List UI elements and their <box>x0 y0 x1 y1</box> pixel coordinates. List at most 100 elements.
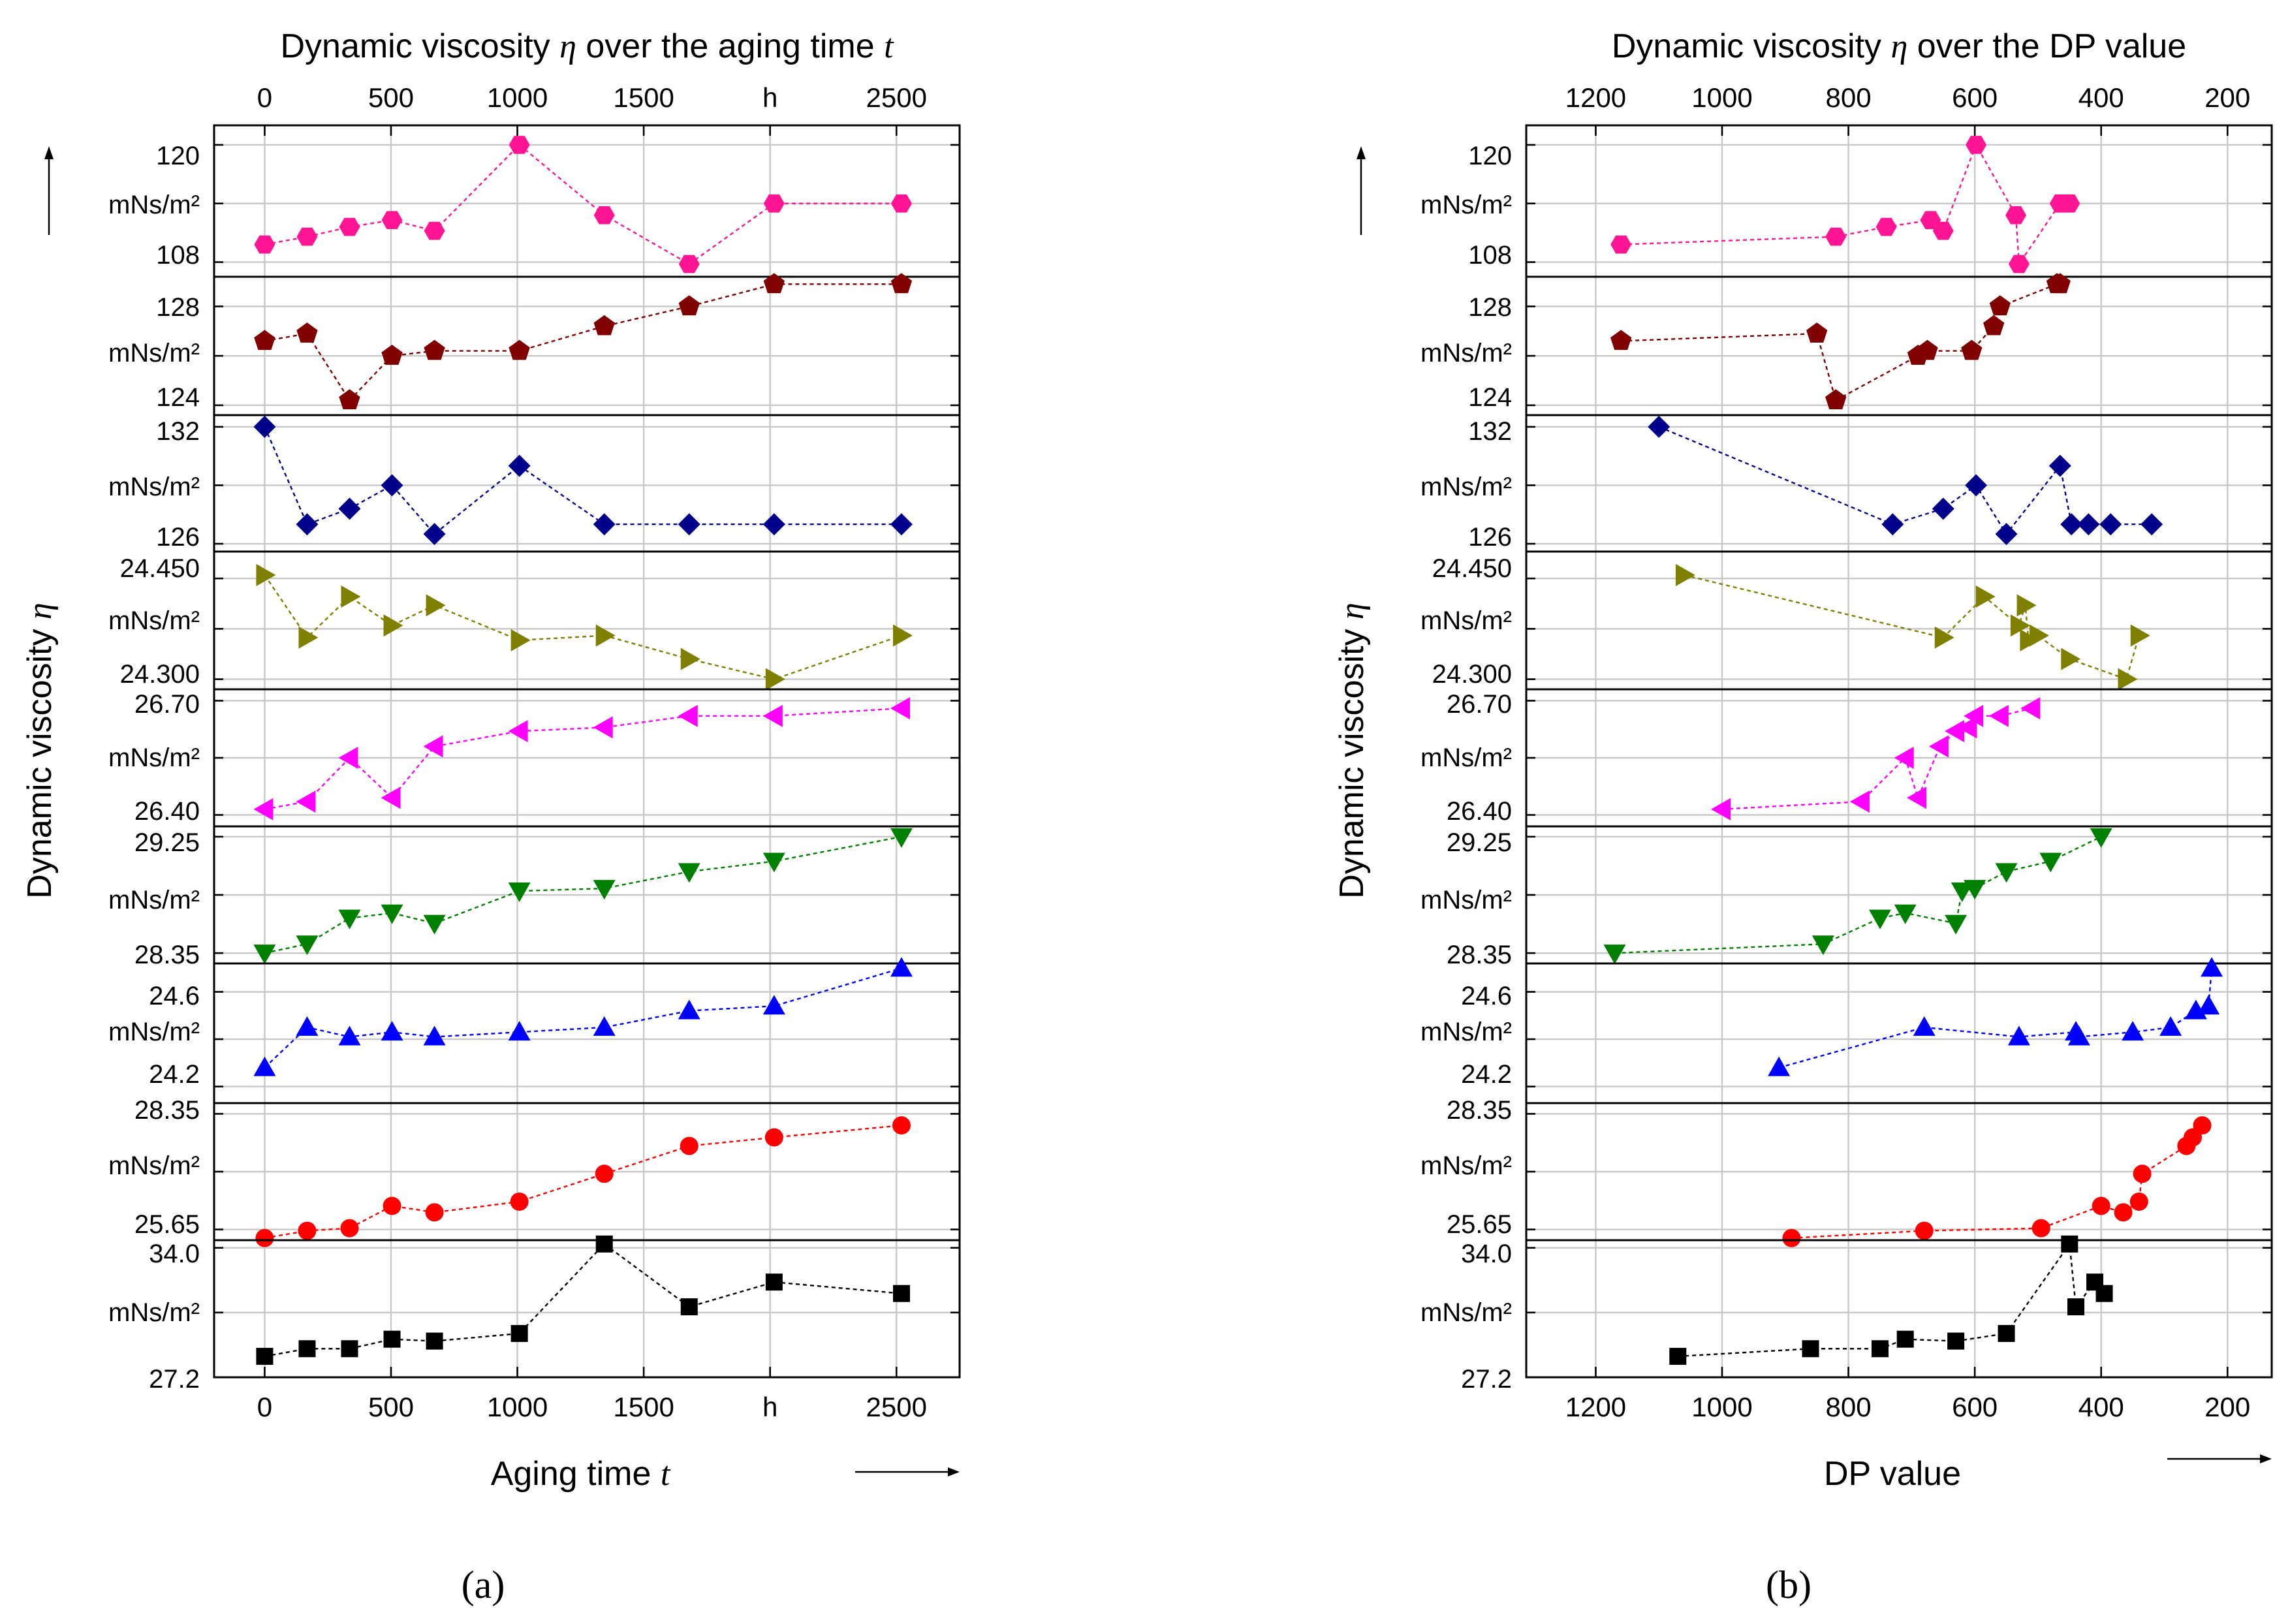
series-line <box>264 1124 902 1239</box>
x-axis-label: Aging time t <box>491 1455 671 1493</box>
data-point <box>763 194 785 213</box>
data-point <box>762 513 785 536</box>
data-point <box>423 735 443 758</box>
data-point <box>678 513 700 536</box>
down-triangle-panel: 28.35 mNs/m² 29.25 <box>108 825 960 969</box>
x-tick-label: 2500 <box>866 1392 927 1422</box>
plot-frame <box>1525 124 2273 1379</box>
x-tick-label: 600 <box>1952 82 1998 113</box>
data-point <box>2090 828 2112 848</box>
data-point <box>381 474 403 497</box>
up-triangle-panel: 24.2 mNs/m² 24.6 <box>1420 957 2272 1089</box>
y-tick-label: mNs/m² <box>108 191 200 219</box>
data-point <box>298 1221 317 1240</box>
x-tick-label: 400 <box>2078 1392 2124 1422</box>
y-tick-label: 34.0 <box>149 1240 200 1268</box>
data-point <box>2029 624 2049 647</box>
data-point <box>253 798 274 820</box>
square-panel: 27.2 mNs/m² 34.0 <box>108 1235 960 1394</box>
y-tick-label: mNs/m² <box>108 1018 200 1046</box>
series-line <box>264 144 902 265</box>
y-tick-label: 29.25 <box>1447 828 1512 857</box>
pentagon-panel: 124 mNs/m² 128 <box>108 273 960 412</box>
figure-label-a: (a) <box>462 1563 505 1606</box>
y-tick-label: 26.40 <box>134 797 200 826</box>
series-line <box>1684 574 2140 681</box>
y-tick-label: mNs/m² <box>1420 886 1512 914</box>
x-tick-label: 1500 <box>613 82 674 113</box>
series-line <box>264 707 902 810</box>
series-line <box>1658 426 2152 536</box>
data-point <box>423 1025 446 1046</box>
data-point <box>1961 339 1983 360</box>
data-point <box>595 1164 614 1183</box>
y-tick-label: 24.2 <box>1461 1060 1512 1089</box>
data-point <box>256 1347 274 1365</box>
data-point <box>296 935 319 956</box>
data-point <box>254 235 275 254</box>
data-point <box>2061 1235 2078 1253</box>
data-point <box>593 315 615 336</box>
data-point <box>508 1021 531 1041</box>
series-line <box>264 967 902 1069</box>
series-line <box>1778 968 2213 1069</box>
data-point <box>1964 704 1984 727</box>
data-point <box>253 1056 276 1076</box>
data-point <box>381 787 401 809</box>
data-point <box>678 295 700 316</box>
x-tick-label: 500 <box>368 1392 414 1422</box>
data-point <box>1928 735 1949 758</box>
data-point <box>510 629 531 651</box>
y-tick-label: 26.70 <box>1447 690 1512 719</box>
data-point <box>1988 704 2009 727</box>
data-point <box>680 1136 698 1155</box>
y-tick-label: 25.65 <box>1447 1210 1512 1239</box>
y-tick-label: 124 <box>156 383 200 412</box>
data-point <box>762 995 785 1015</box>
data-point <box>595 1235 613 1253</box>
data-point <box>509 339 530 360</box>
data-point <box>2099 513 2122 536</box>
data-point <box>1610 330 1632 351</box>
data-point <box>2031 1219 2050 1238</box>
data-point <box>2010 614 2030 637</box>
x-axis-label: DP value <box>1824 1455 1961 1493</box>
data-point <box>1945 720 1965 743</box>
series-line <box>1621 143 2070 267</box>
data-point <box>341 1340 358 1358</box>
x-tick-label: 200 <box>2204 1392 2250 1422</box>
y-tick-label: 24.300 <box>120 660 200 689</box>
data-point <box>425 1203 444 1222</box>
series-line <box>264 835 902 954</box>
data-point <box>2114 1203 2133 1222</box>
circle-panel: 25.65 mNs/m² 28.35 <box>1420 1096 2272 1247</box>
data-point <box>254 330 275 351</box>
data-point <box>1802 1340 1819 1358</box>
y-tick-label: 34.0 <box>1461 1240 1512 1268</box>
circle-panel: 25.65 mNs/m² 28.35 <box>108 1096 960 1247</box>
y-tick-label: 132 <box>156 417 200 446</box>
x-tick-label: 1200 <box>1565 1392 1626 1422</box>
data-point <box>1603 945 1626 965</box>
y-tick-label: 24.6 <box>149 982 200 1010</box>
y-tick-label: mNs/m² <box>108 1298 200 1327</box>
hexagon-panel: 108 mNs/m² 120 <box>108 136 960 273</box>
data-point <box>383 1330 401 1348</box>
data-point <box>423 914 446 935</box>
data-point <box>1920 211 1941 230</box>
y-tick-label: 26.70 <box>134 690 200 719</box>
data-point <box>2059 194 2080 213</box>
data-point <box>1610 235 1632 254</box>
data-point <box>2048 454 2071 477</box>
x-tick-label: 1500 <box>613 1392 674 1422</box>
data-point <box>1964 880 1986 900</box>
y-tick-label: 132 <box>1468 417 1512 446</box>
x-axis-arrow-head <box>948 1467 960 1476</box>
y-axis-arrow-head <box>44 146 54 159</box>
data-point <box>426 1332 443 1350</box>
y-tick-label: 108 <box>156 241 200 270</box>
data-point <box>2122 1021 2144 1041</box>
data-point <box>678 999 700 1020</box>
x-tick-label: 1000 <box>1691 1392 1752 1422</box>
data-point <box>1915 1221 1934 1240</box>
